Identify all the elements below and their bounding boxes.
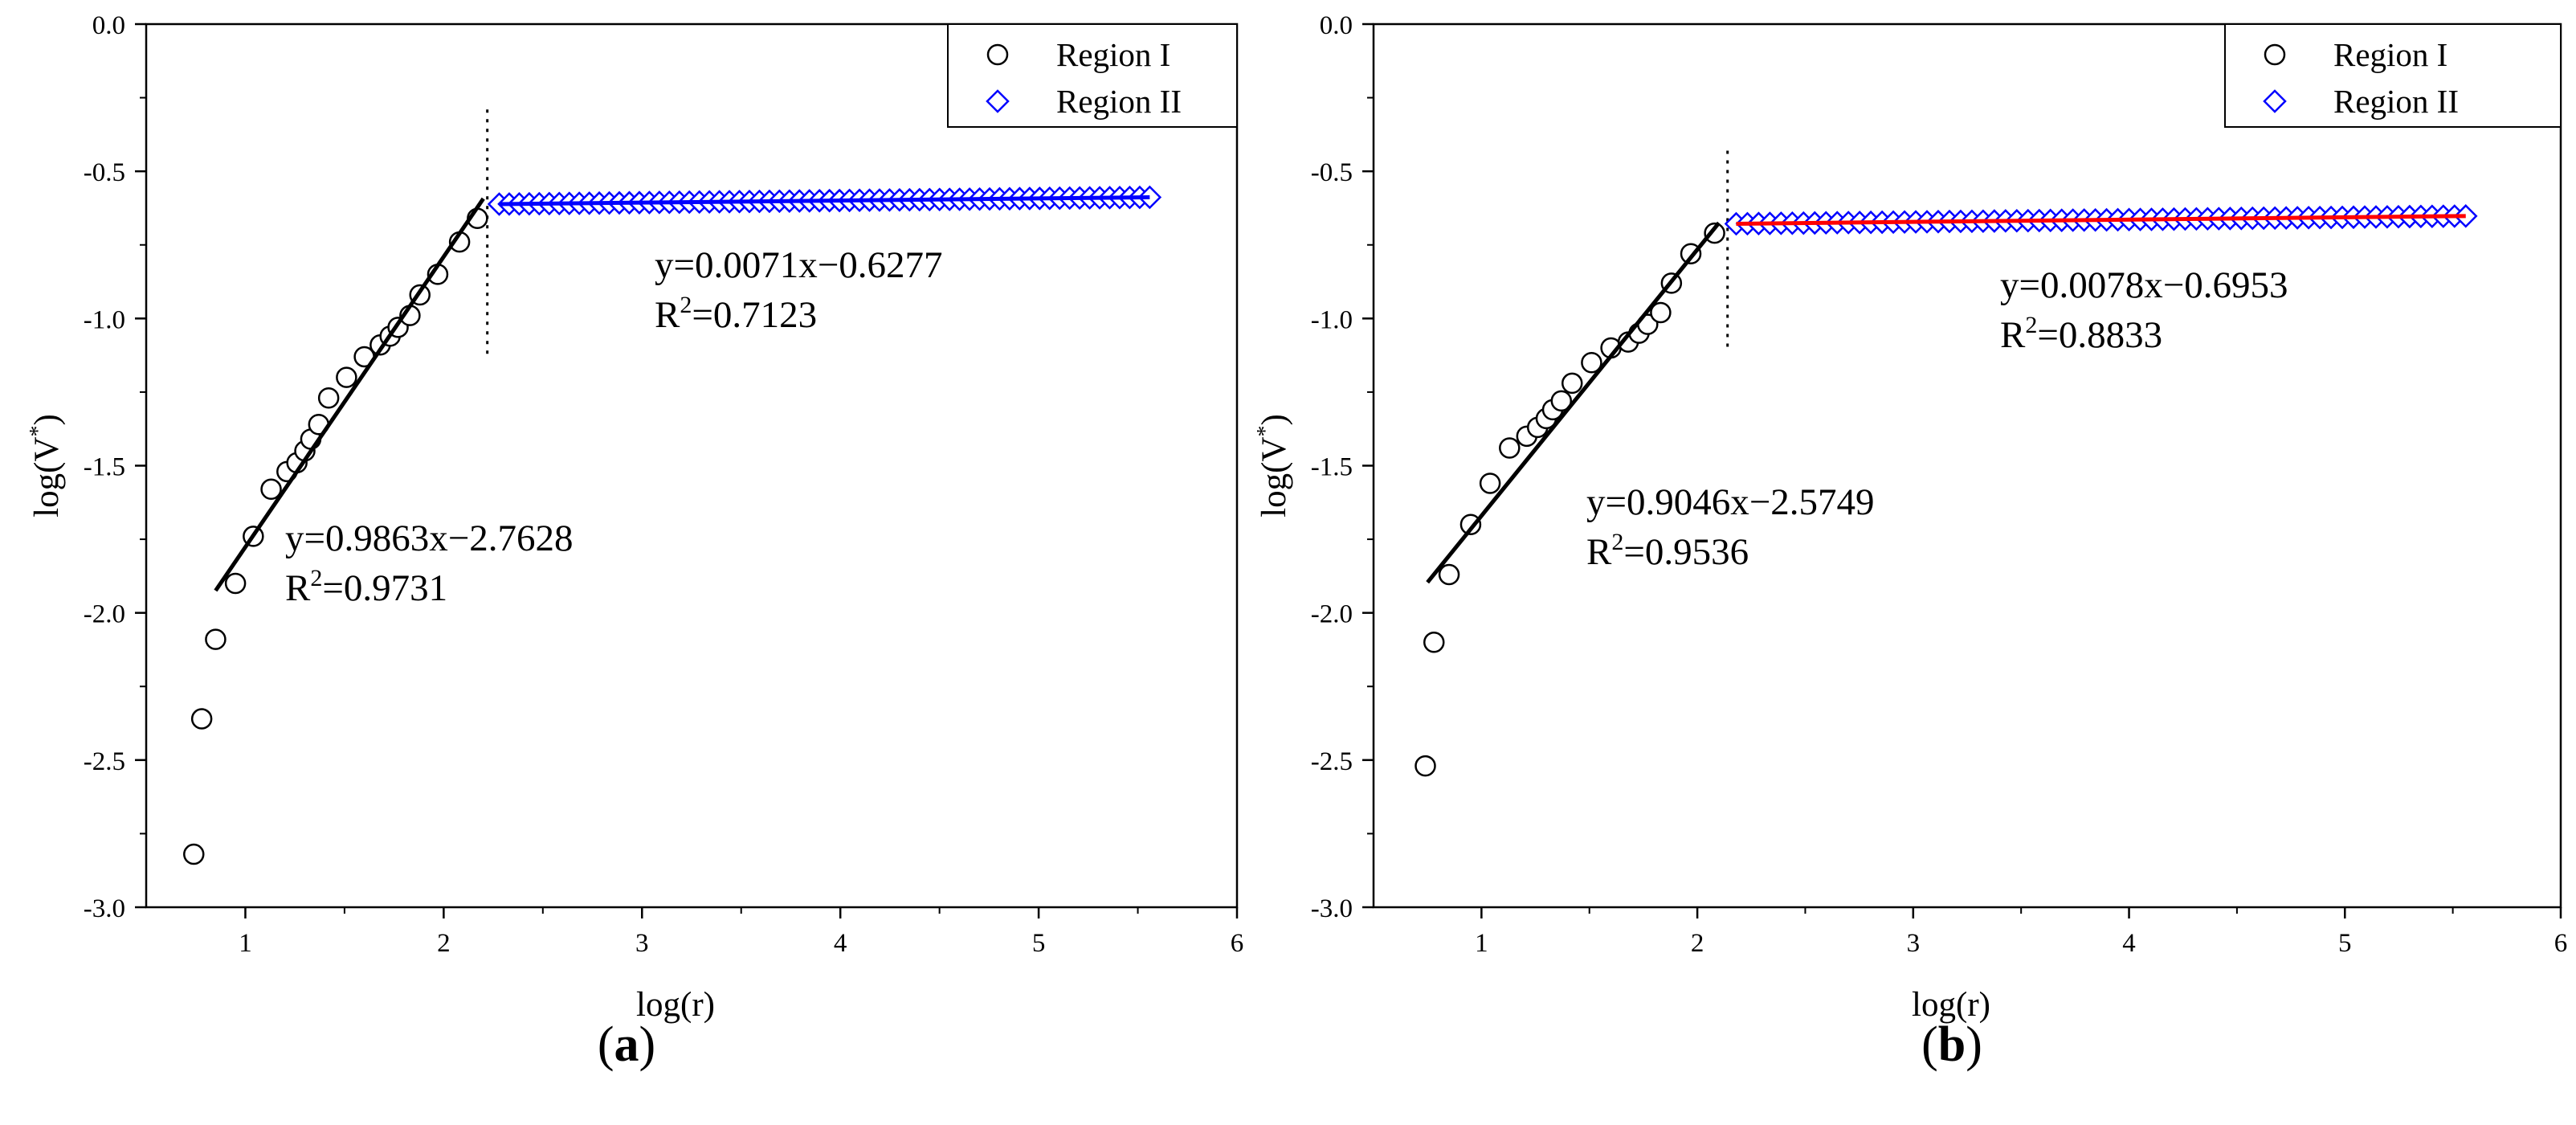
fit-equation: y=0.0071x−0.6277 bbox=[655, 244, 943, 286]
region-i-point bbox=[1650, 301, 1672, 324]
fit-equation: y=0.9863x−2.7628 bbox=[285, 518, 574, 559]
region-i-point bbox=[1479, 472, 1501, 494]
region-i-point bbox=[1550, 390, 1573, 412]
x-tick-label: 4 bbox=[834, 929, 847, 958]
region-i-point bbox=[1438, 563, 1460, 586]
x-axis-label: log(r) bbox=[636, 986, 715, 1024]
fit-equation: y=0.0078x−0.6953 bbox=[2000, 264, 2288, 306]
fit-r-squared: R2=0.9536 bbox=[1586, 529, 1749, 573]
x-tick-label: 5 bbox=[1032, 929, 1046, 958]
region-i-point bbox=[183, 843, 205, 865]
region-i-point bbox=[1415, 755, 1436, 777]
x-tick-label: 3 bbox=[635, 929, 649, 958]
plot-frame bbox=[145, 22, 1239, 909]
y-tick-label: 0.0 bbox=[92, 11, 125, 40]
y-tick-label: -3.0 bbox=[1311, 894, 1353, 923]
region-i-point bbox=[224, 572, 247, 595]
y-tick-label: -2.0 bbox=[84, 600, 125, 629]
region-i-point bbox=[336, 366, 357, 388]
region-i-point bbox=[205, 628, 227, 650]
x-tick-label: 2 bbox=[437, 929, 451, 958]
y-tick-label: -2.5 bbox=[84, 747, 125, 776]
x-tick-label: 3 bbox=[1907, 929, 1921, 958]
legend-circle-marker bbox=[2264, 43, 2286, 66]
region-i-point bbox=[1704, 222, 1725, 244]
fit-r-squared: R2=0.9731 bbox=[285, 565, 447, 609]
y-tick-label: -3.0 bbox=[84, 894, 125, 923]
fit-equation: y=0.9046x−2.5749 bbox=[1586, 481, 1875, 523]
region-ii-fit-line bbox=[1736, 214, 2466, 226]
region-i-point bbox=[1581, 352, 1602, 374]
region-ii-fit-line bbox=[499, 194, 1150, 207]
x-tick-label: 4 bbox=[2122, 929, 2136, 958]
x-tick-label: 2 bbox=[1691, 929, 1704, 958]
y-tick-label: -1.0 bbox=[1311, 305, 1353, 334]
fit-r-squared: R2=0.8833 bbox=[2000, 312, 2162, 356]
legend-box bbox=[2224, 23, 2562, 128]
y-tick-label: -1.5 bbox=[1311, 453, 1353, 482]
y-tick-label: -0.5 bbox=[1311, 158, 1353, 187]
legend-label-region-ii: Region II bbox=[1056, 83, 1182, 120]
legend-diamond-marker bbox=[2263, 89, 2287, 113]
legend-label-region-i: Region I bbox=[1056, 36, 1170, 73]
legend-label-region-i: Region I bbox=[2333, 36, 2447, 73]
y-tick-label: -2.5 bbox=[1311, 747, 1353, 776]
x-tick-label: 5 bbox=[2338, 929, 2352, 958]
plot-frame bbox=[1372, 22, 2562, 909]
chart-panel-b: 1 2 3 4 5 6 0.0 -0.5 -1.0 -1.5 -2.0 -2.5 -3.0 log(r) l… bbox=[1253, 11, 2567, 1072]
region-i-fit-line bbox=[214, 197, 485, 592]
x-axis-label: log(r) bbox=[1912, 986, 1990, 1024]
x-tick-label: 1 bbox=[1475, 929, 1488, 958]
x-tick-label: 1 bbox=[239, 929, 252, 958]
y-tick-label: -1.5 bbox=[84, 453, 125, 482]
region-i-point bbox=[1459, 513, 1482, 536]
x-tick-label: 6 bbox=[1231, 929, 1244, 958]
legend-label-region-ii: Region II bbox=[2333, 83, 2459, 120]
region-i-point bbox=[1561, 372, 1583, 395]
panel-label: (a) bbox=[598, 1017, 655, 1072]
region-i-point bbox=[190, 708, 213, 730]
region-i-point bbox=[1499, 437, 1521, 459]
y-tick-label: 0.0 bbox=[1320, 11, 1353, 40]
region-i-point bbox=[260, 478, 282, 501]
y-tick-label: -2.0 bbox=[1311, 600, 1353, 629]
panel-label: (b) bbox=[1921, 1017, 1982, 1072]
y-axis-label: log(V*) bbox=[1253, 414, 1293, 518]
legend-circle-marker bbox=[986, 43, 1009, 66]
region-i-fit-line bbox=[1426, 221, 1721, 584]
legend-diamond-marker bbox=[986, 89, 1010, 113]
y-axis-label: log(V*) bbox=[26, 414, 66, 518]
y-tick-label: -0.5 bbox=[84, 158, 125, 187]
fit-r-squared: R2=0.7123 bbox=[655, 292, 817, 336]
y-tick-label: -1.0 bbox=[84, 305, 125, 334]
region-i-point bbox=[317, 387, 340, 409]
x-tick-label: 6 bbox=[2554, 929, 2568, 958]
chart-panel-a: 1 2 3 4 5 6 0.0 -0.5 -1.0 -1.5 -2.0 -2.5 -3.0 log(r) l… bbox=[26, 11, 1243, 1072]
region-i-point bbox=[1423, 632, 1445, 653]
